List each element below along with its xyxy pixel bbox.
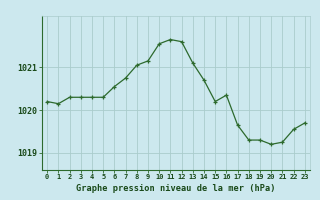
X-axis label: Graphe pression niveau de la mer (hPa): Graphe pression niveau de la mer (hPa) — [76, 184, 276, 193]
